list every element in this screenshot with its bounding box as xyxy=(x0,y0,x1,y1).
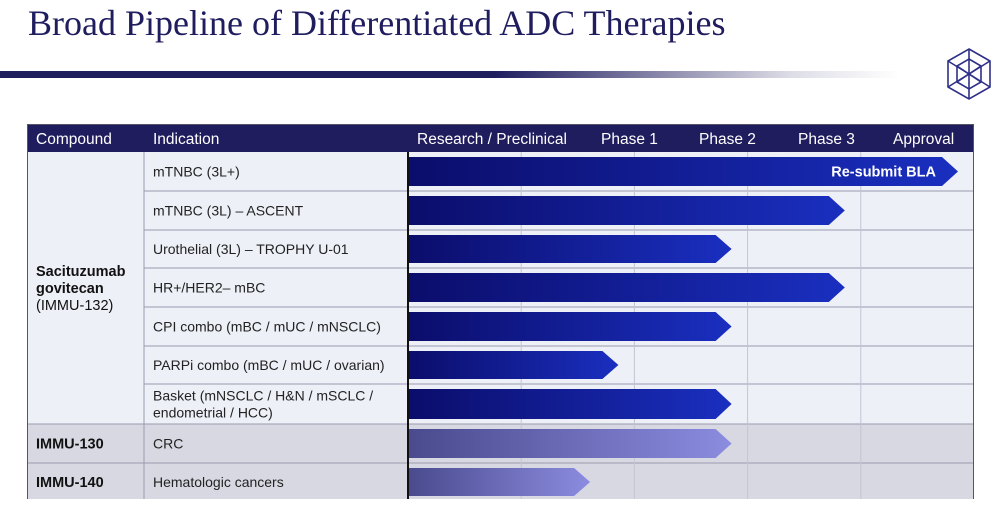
indication-label: Basket (mNSCLC / H&N / mSCLC / xyxy=(153,388,373,404)
column-header: Approval xyxy=(893,131,954,148)
table-border xyxy=(27,124,974,499)
compound-name: Sacituzumab xyxy=(36,264,126,280)
indication-label: Urothelial (3L) – TROPHY U-01 xyxy=(153,241,349,257)
progress-bar xyxy=(409,196,845,225)
table-header xyxy=(27,124,974,152)
compound-code: (IMMU-132) xyxy=(36,298,113,314)
indication-label: HR+/HER2– mBC xyxy=(153,280,265,296)
indication-label: mTNBC (3L) – ASCENT xyxy=(153,203,304,219)
column-header: Compound xyxy=(36,131,112,148)
progress-bar xyxy=(409,429,732,458)
progress-bar xyxy=(409,468,591,496)
compound-name: govitecan xyxy=(36,281,104,297)
indication-label: mTNBC (3L+) xyxy=(153,164,240,180)
column-header: Research / Preclinical xyxy=(417,131,567,148)
column-header: Phase 1 xyxy=(601,131,658,148)
page-title: Broad Pipeline of Differentiated ADC The… xyxy=(28,3,726,43)
indication-label: CPI combo (mBC / mUC / mNSCLC) xyxy=(153,319,381,335)
indication-label: PARPi combo (mBC / mUC / ovarian) xyxy=(153,357,385,373)
indication-label: Hematologic cancers xyxy=(153,474,284,490)
compound-name: IMMU-140 xyxy=(36,475,104,491)
compound-name: IMMU-130 xyxy=(36,437,104,453)
column-header: Phase 3 xyxy=(798,131,855,148)
progress-bar xyxy=(409,157,958,186)
bar-label: Re-submit BLA xyxy=(831,165,936,181)
indication-label: endometrial / HCC) xyxy=(153,405,273,421)
progress-bar xyxy=(409,235,732,263)
column-header: Indication xyxy=(153,131,219,148)
progress-bar xyxy=(409,273,845,302)
title-underline xyxy=(0,71,900,78)
indication-label: CRC xyxy=(153,436,183,452)
progress-bar xyxy=(409,312,732,341)
column-header: Phase 2 xyxy=(699,131,756,148)
progress-bar xyxy=(409,389,732,419)
progress-bar xyxy=(409,351,619,379)
hexagon-lattice-logo-icon xyxy=(947,48,991,100)
pipeline-chart: Compound Indication Research / Preclinical… xyxy=(27,124,974,499)
